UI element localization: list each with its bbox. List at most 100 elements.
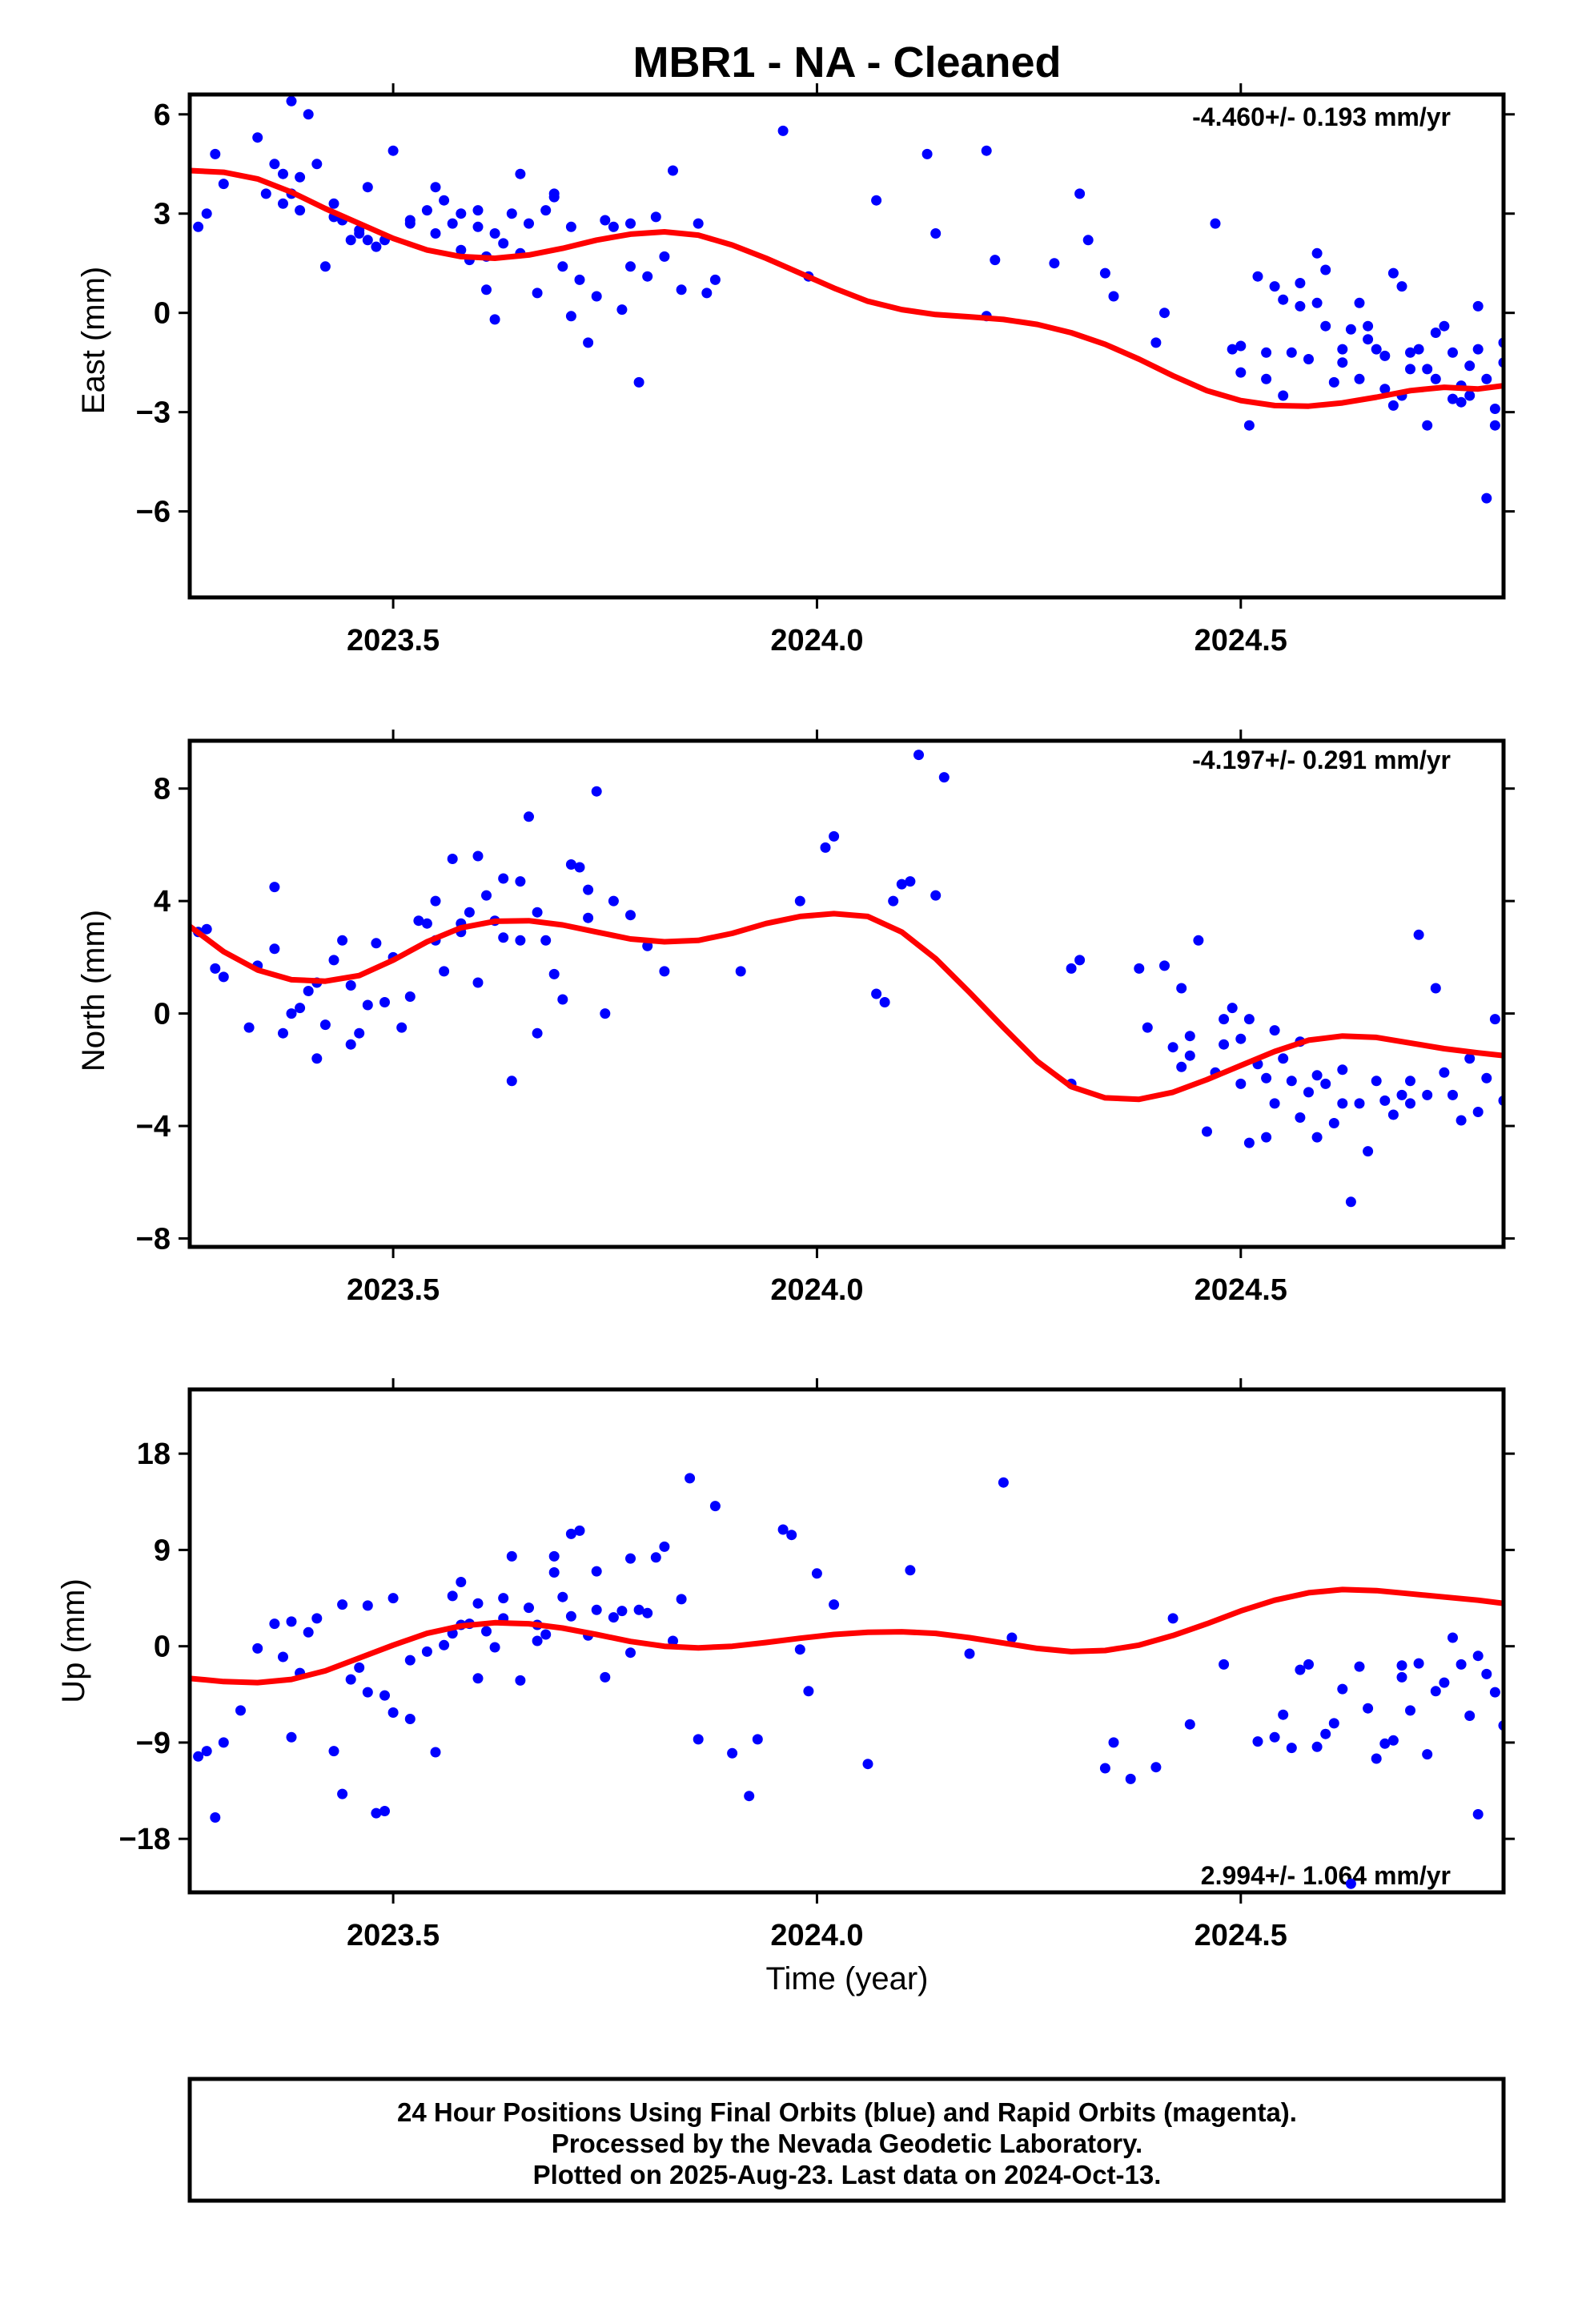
north-data-point xyxy=(871,988,882,999)
north-data-point xyxy=(1575,975,1582,985)
up-data-point xyxy=(1405,1705,1415,1716)
north-data-point xyxy=(210,963,221,974)
up-data-point xyxy=(515,1675,526,1686)
east-data-point xyxy=(616,304,628,316)
north-rate-label: -4.197+/- 0.291 mm/yr xyxy=(1192,746,1451,774)
north-data-point xyxy=(498,873,509,884)
east-data-point xyxy=(981,145,992,156)
east-data-point xyxy=(574,274,585,285)
east-data-point xyxy=(659,251,670,262)
north-data-point xyxy=(1328,1118,1339,1128)
up-data-point xyxy=(1387,1735,1399,1746)
north-data-point xyxy=(1261,1072,1272,1084)
up-data-point xyxy=(447,1590,458,1602)
north-data-point xyxy=(1540,1031,1551,1041)
east-data-point xyxy=(387,145,399,156)
north-data-point xyxy=(1472,1107,1484,1117)
north-data-point xyxy=(345,980,356,991)
north-ytick-label: −4 xyxy=(136,1110,171,1144)
up-data-point xyxy=(574,1525,585,1536)
up-data-point xyxy=(456,1577,467,1587)
north-data-point xyxy=(439,966,450,977)
up-data-point xyxy=(794,1644,805,1655)
up-data-point xyxy=(1286,1743,1297,1754)
north-data-point xyxy=(278,1027,288,1039)
north-data-point xyxy=(243,1022,255,1033)
east-data-point xyxy=(1456,396,1467,408)
up-data-point xyxy=(862,1759,873,1770)
north-data-point xyxy=(498,932,509,943)
up-data-point xyxy=(659,1541,670,1552)
up-data-point xyxy=(1184,1719,1195,1730)
up-data-point xyxy=(803,1686,814,1697)
north-data-point xyxy=(354,1027,365,1039)
up-data-point xyxy=(600,1671,611,1683)
up-data-point xyxy=(193,1751,204,1762)
east-data-point xyxy=(1074,188,1086,199)
east-data-point xyxy=(319,261,331,272)
east-data-point xyxy=(1286,347,1297,358)
east-data-point xyxy=(1422,364,1433,375)
north-data-point xyxy=(1219,1039,1230,1050)
east-data-point xyxy=(540,205,552,216)
east-data-point xyxy=(1439,320,1450,332)
east-data-point xyxy=(1354,297,1365,308)
east-data-point xyxy=(1558,430,1568,440)
up-data-point xyxy=(1447,1632,1458,1643)
up-data-point xyxy=(1278,1709,1289,1720)
up-data-point xyxy=(371,1807,382,1819)
east-data-point xyxy=(362,235,373,246)
north-data-point xyxy=(1566,971,1576,982)
east-data-point xyxy=(557,261,568,272)
up-data-point xyxy=(591,1566,602,1577)
up-xtick-label: 2024.0 xyxy=(770,1919,863,1952)
east-data-point xyxy=(1227,344,1238,355)
up-data-point xyxy=(616,1606,628,1617)
north-ytick-label: 0 xyxy=(154,998,171,1031)
east-data-point xyxy=(1278,390,1289,401)
up-data-point xyxy=(1472,1809,1484,1819)
up-data-point xyxy=(1345,1878,1356,1889)
east-data-point xyxy=(625,218,636,229)
north-data-point xyxy=(1066,963,1077,974)
up-data-point xyxy=(354,1662,365,1673)
east-data-point xyxy=(1320,320,1331,332)
east-data-point xyxy=(524,218,534,229)
up-data-point xyxy=(1481,1668,1492,1679)
north-data-point xyxy=(583,912,594,923)
north-data-point xyxy=(1193,935,1204,946)
east-data-point xyxy=(1278,294,1289,305)
north-data-point xyxy=(1227,1003,1238,1014)
north-data-point xyxy=(1405,1098,1415,1109)
north-data-point xyxy=(1261,1132,1272,1143)
north-data-point xyxy=(319,1019,331,1031)
east-data-point xyxy=(447,218,458,229)
up-data-point xyxy=(269,1618,280,1630)
footer-box xyxy=(187,2077,1506,2203)
north-data-point xyxy=(1516,1039,1526,1050)
east-data-point xyxy=(1489,404,1500,414)
up-data-point xyxy=(905,1565,916,1576)
north-data-point xyxy=(896,879,907,890)
east-y-axis-label: East (mm) xyxy=(76,267,111,414)
north-data-point xyxy=(430,895,441,907)
north-data-point xyxy=(1524,1231,1534,1241)
east-data-point xyxy=(362,182,373,193)
north-data-point xyxy=(1413,929,1424,940)
east-data-point xyxy=(481,284,492,296)
x-axis-label: Time (year) xyxy=(766,1961,929,1996)
up-ytick-label: −18 xyxy=(119,1823,171,1856)
north-data-point xyxy=(1558,857,1568,867)
up-data-point xyxy=(235,1705,246,1716)
north-data-point xyxy=(311,1053,323,1064)
east-data-point xyxy=(1472,344,1484,355)
north-data-point xyxy=(1447,1089,1458,1100)
north-data-point xyxy=(532,907,543,918)
up-data-point xyxy=(633,1604,644,1615)
up-data-point xyxy=(1099,1763,1110,1774)
north-data-point xyxy=(820,842,831,853)
up-data-point xyxy=(489,1642,500,1653)
east-fit-line xyxy=(190,167,1504,409)
north-data-point xyxy=(472,977,484,988)
east-data-point xyxy=(345,235,356,246)
